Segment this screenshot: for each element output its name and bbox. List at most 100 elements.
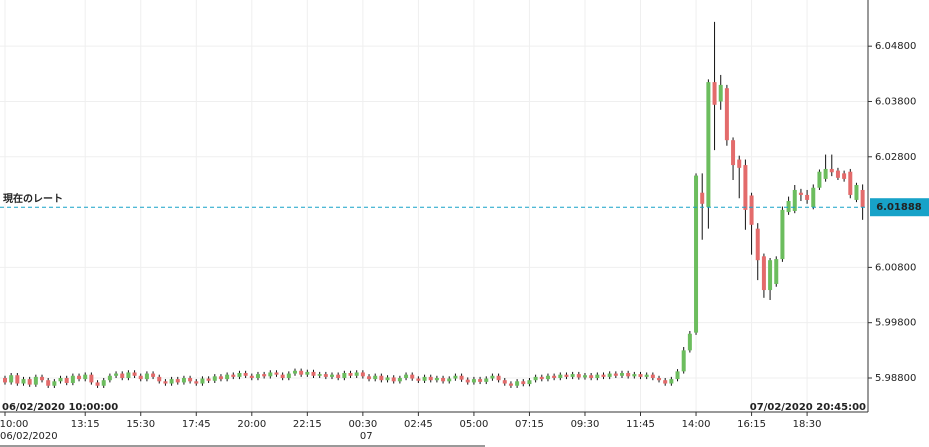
candle-body [274, 372, 279, 375]
candle-body [786, 201, 791, 213]
x-tick-label: 15:30 [126, 419, 155, 430]
candle-body [107, 375, 112, 381]
candle-body [743, 165, 748, 210]
range-end: 07/02/2020 20:45:00 [750, 402, 866, 413]
candle-body [694, 175, 699, 333]
y-tick-label: 5.99800 [875, 318, 916, 329]
candle-body [749, 195, 754, 225]
candle-body [508, 383, 513, 386]
candle-body [385, 377, 390, 381]
range-start: 06/02/2020 10:00:00 [2, 402, 118, 413]
candle-body [428, 376, 433, 381]
candle-body [441, 377, 446, 382]
candle-body [231, 374, 236, 377]
candle-body [416, 378, 421, 381]
candle-body [292, 370, 297, 374]
candle-body [330, 374, 335, 377]
x-tick-label: 09:30 [571, 419, 600, 430]
y-tick-label: 5.98800 [875, 373, 916, 384]
candle-body [410, 374, 415, 379]
candle-body [206, 378, 211, 381]
candle-body [447, 378, 452, 382]
candle-body [552, 375, 557, 378]
candle-body [601, 374, 606, 377]
candle-body [545, 375, 550, 380]
x-tick-label: 05:00 [460, 419, 489, 430]
candle-body [613, 373, 618, 376]
candle-body [27, 379, 32, 385]
x-tick-label: 14:00 [682, 419, 711, 430]
y-tick-label: 6.03800 [875, 96, 916, 107]
candle-body [360, 372, 365, 377]
candle-body [632, 374, 637, 377]
candle-body [589, 375, 594, 378]
candle-body [576, 374, 581, 378]
candle-body [768, 260, 773, 291]
candle-body [70, 375, 75, 383]
x-tick-label: 18:30 [793, 419, 822, 430]
candle-body [644, 374, 649, 377]
candle-body [595, 374, 600, 378]
x-tick-label: 00:30 [348, 419, 377, 430]
candle-body [404, 374, 409, 378]
candle-body [64, 377, 69, 383]
candle-body [9, 375, 14, 383]
candle-body [342, 373, 347, 378]
candle-body [218, 376, 223, 380]
candle-body [225, 374, 230, 380]
candle-body [89, 374, 94, 383]
candle-body [52, 381, 57, 386]
x-tick-label: 20:00 [237, 419, 266, 430]
candle-body [805, 194, 810, 200]
candle-body [262, 374, 267, 377]
y-tick-label: 6.04800 [875, 41, 916, 52]
candle-body [255, 374, 260, 378]
candle-body [397, 377, 402, 382]
candle-body [83, 374, 88, 380]
candle-body [582, 375, 587, 378]
current-rate-box [870, 198, 929, 217]
candle-body [163, 381, 168, 384]
x-tick-label: 10:00 [0, 419, 28, 430]
candle-body [798, 192, 803, 195]
candle-body [151, 373, 156, 377]
candle-body [712, 82, 717, 105]
y-tick-label: 6.02800 [875, 152, 916, 163]
candle-body [478, 379, 483, 382]
candle-body [607, 373, 612, 377]
candle-body [737, 159, 742, 168]
candle-body [854, 184, 859, 200]
candle-body [718, 84, 723, 102]
candle-body [181, 377, 186, 383]
candle-body [515, 381, 520, 386]
candle-body [669, 379, 674, 384]
candle-body [175, 379, 180, 383]
candle-body [755, 228, 760, 261]
candle-body [434, 377, 439, 381]
candle-body [650, 374, 655, 378]
candle-body [453, 375, 458, 379]
x-date-label: 07 [360, 431, 373, 442]
candle-body [126, 372, 131, 378]
x-tick-label: 17:45 [182, 419, 211, 430]
candle-body [657, 377, 662, 381]
candle-body [120, 373, 125, 378]
candle-body [422, 376, 427, 381]
candle-body [132, 372, 137, 376]
candle-body [40, 376, 45, 381]
candle-body [323, 374, 328, 377]
candle-body [774, 259, 779, 284]
candle-body [212, 376, 217, 381]
candle-body [336, 374, 341, 378]
candle-body [299, 370, 304, 375]
candle-body [305, 371, 310, 375]
candle-body [731, 140, 736, 166]
candle-body [188, 377, 193, 382]
current-rate-value: 6.01888 [876, 202, 922, 213]
candle-body [367, 376, 372, 380]
candle-body [817, 171, 822, 188]
x-tick-label: 11:45 [626, 419, 655, 430]
candle-body [558, 374, 563, 378]
candle-body [194, 381, 199, 384]
